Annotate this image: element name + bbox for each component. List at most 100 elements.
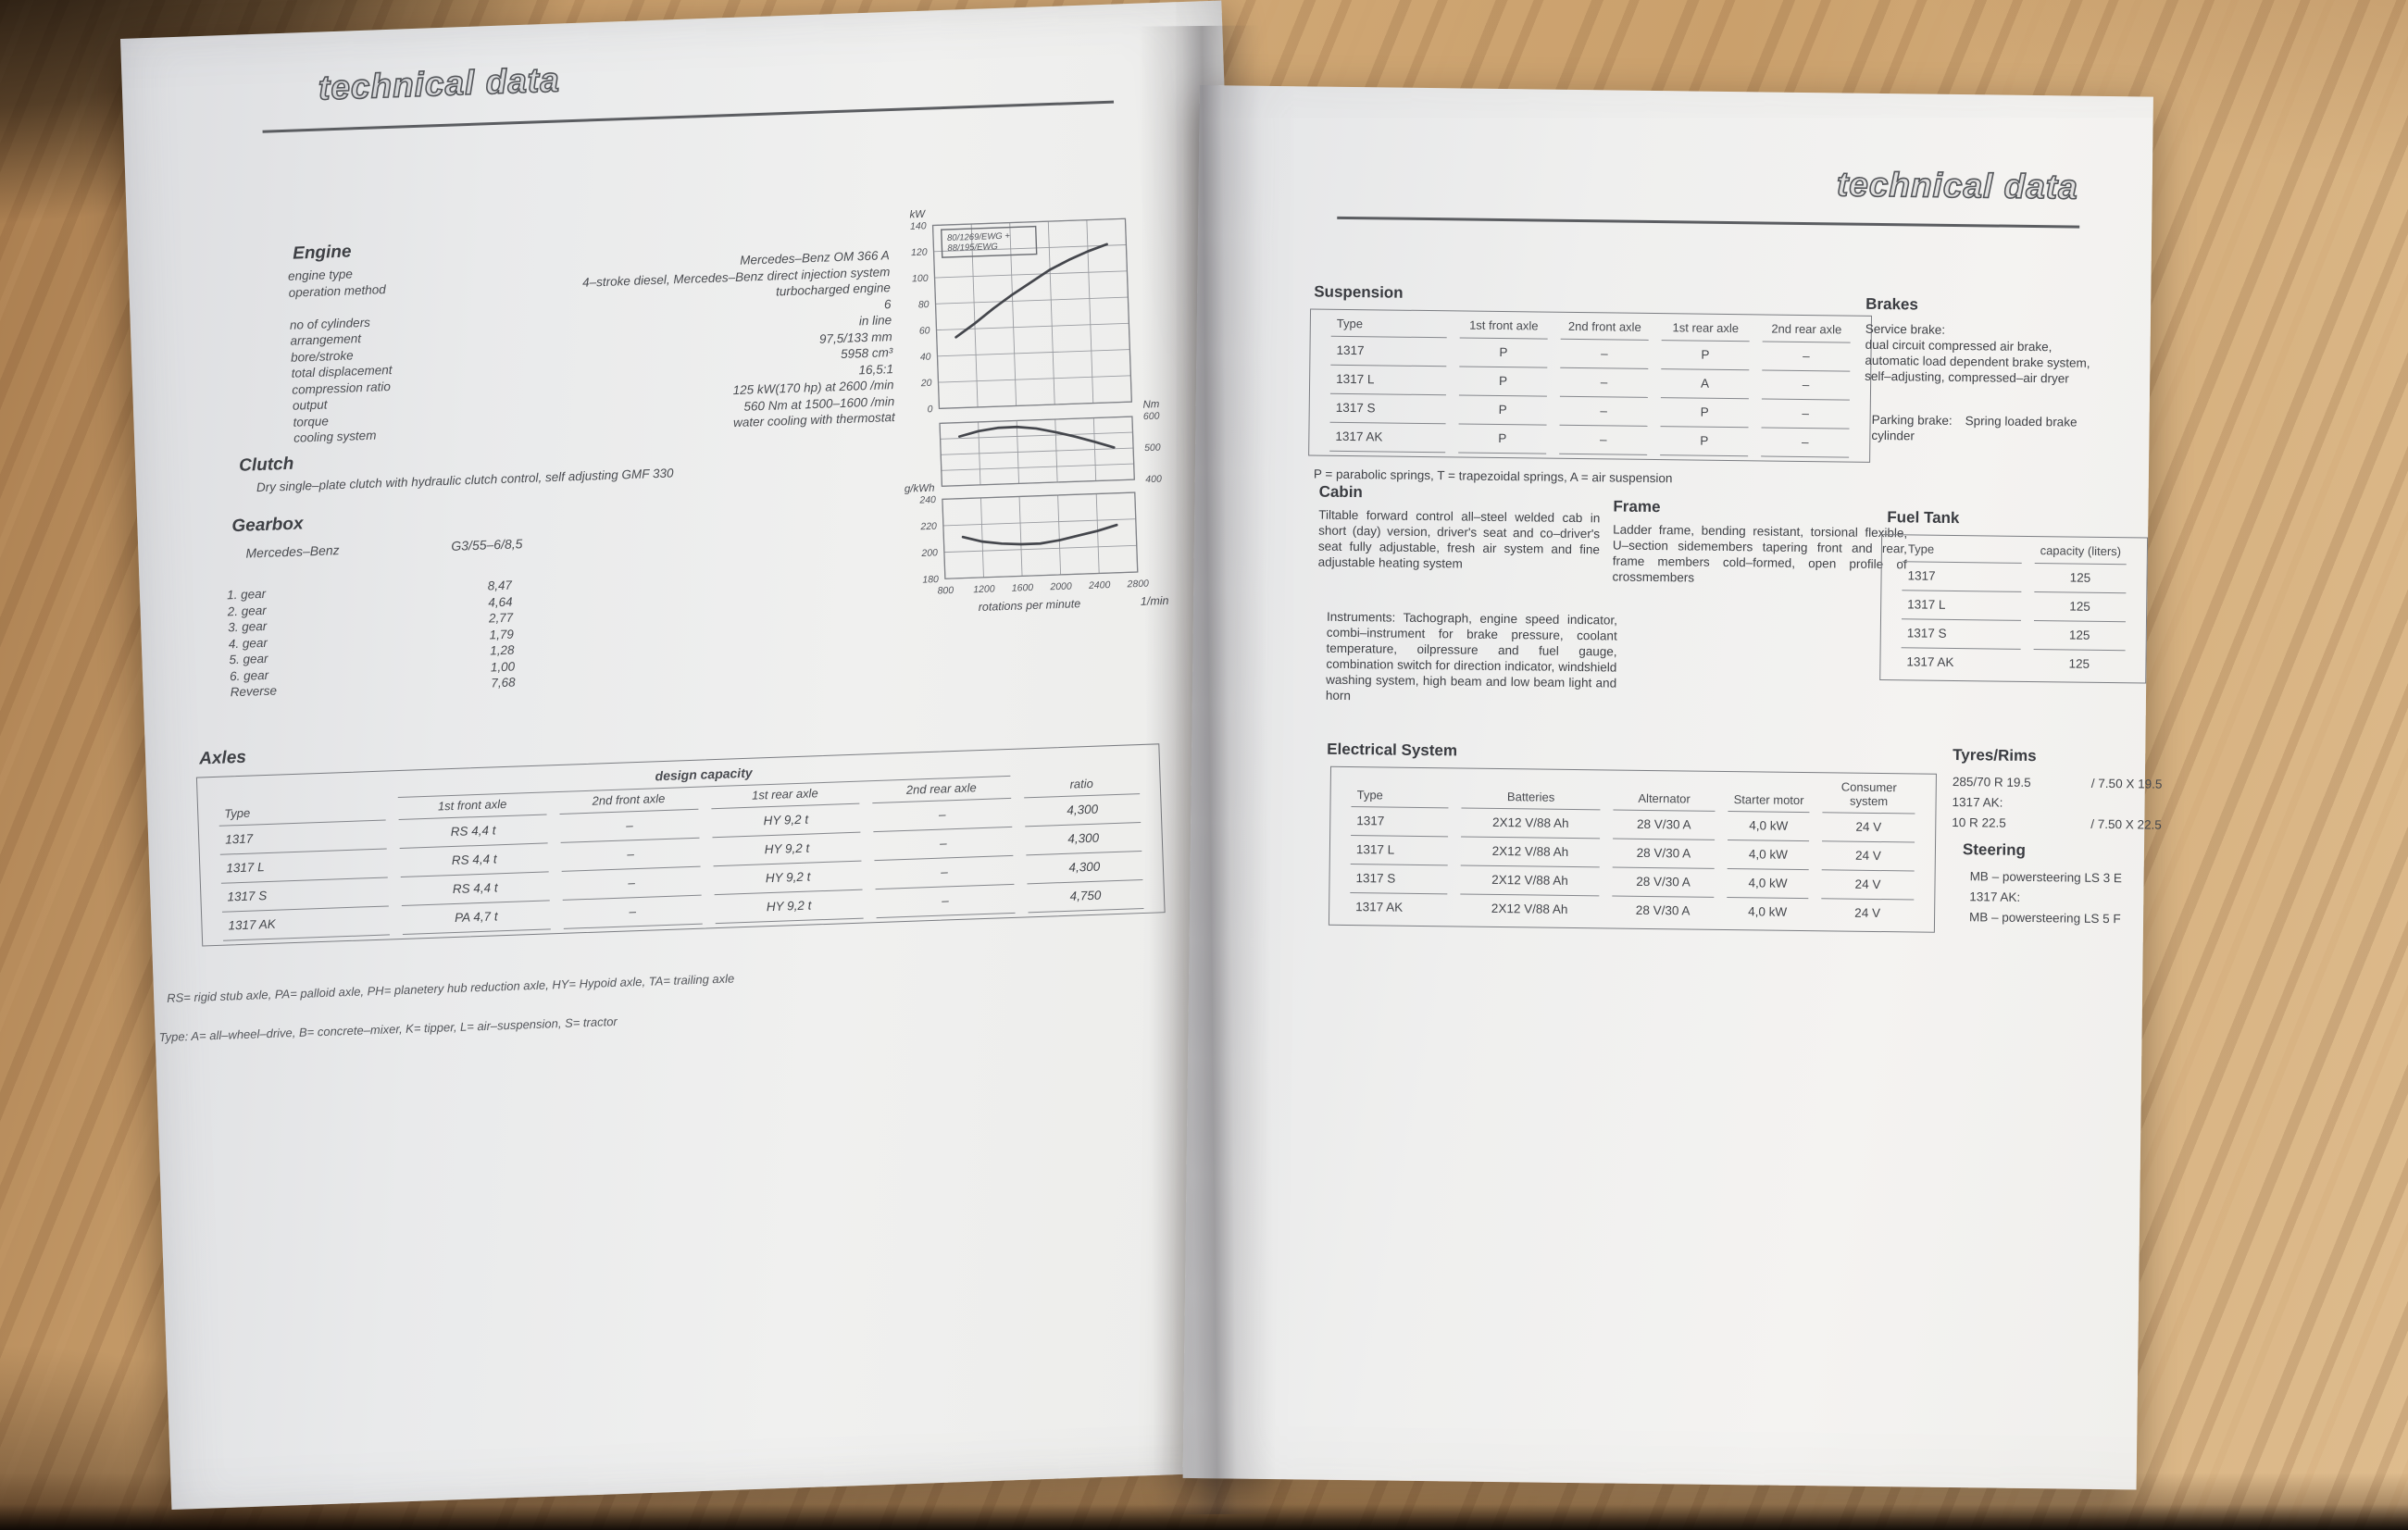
gear-ratio-table: 1. gear 8,47 2. gear 4,64 3. gear 2,77 4. gear…	[227, 574, 610, 701]
suspension-footnote: P = parabolic springs, T = trapezoidal s…	[1313, 466, 1673, 486]
brakes-parking-label: Parking brake:	[1871, 412, 1953, 428]
table-cell: P	[1458, 394, 1547, 426]
svg-text:220: 220	[919, 521, 937, 533]
table-cell: 4,300	[1026, 852, 1143, 885]
svg-text:Nm: Nm	[1142, 399, 1160, 411]
table-row: 1317 AK 125	[1901, 648, 2125, 678]
electrical-table-box: Type Batteries Alternator Starter motor Cons…	[1328, 765, 1937, 933]
table-header-cell: Type	[1330, 313, 1447, 338]
table-header-cell: Alternator	[1613, 774, 1716, 812]
table-header-cell: 2nd rear axle	[1762, 318, 1851, 343]
svg-text:1200: 1200	[973, 583, 995, 595]
fuel-tank-table: Type capacity (liters) 1317 125 1317 L 125 131…	[1888, 539, 2140, 678]
cabin-heading: Cabin	[1318, 482, 1363, 502]
brakes-service-text: dual circuit compressed air brake, autom…	[1865, 337, 2090, 386]
table-cell: –	[1560, 339, 1649, 369]
table-cell: 4,0 kW	[1727, 840, 1810, 871]
tyres-heading: Tyres/Rims	[1953, 745, 2037, 765]
table-cell: –	[1559, 367, 1649, 398]
table-row: 1317 S 125	[1901, 618, 2126, 651]
table-cell: 4,0 kW	[1728, 812, 1810, 842]
svg-text:0: 0	[927, 404, 932, 415]
clutch-text: Dry single–plate clutch with hydraulic c…	[256, 466, 674, 495]
table-cell: 1317	[1902, 561, 2022, 592]
table-header-cell: Type	[1902, 539, 2022, 564]
table-cell: 1317 AK	[1906, 653, 1954, 669]
table-cell: 28 V/30 A	[1612, 839, 1716, 869]
svg-text:180: 180	[922, 574, 939, 586]
table-header-cell: 2nd front axle	[1560, 316, 1649, 341]
svg-text:240: 240	[918, 494, 936, 506]
svg-text:80/1269/EWG +: 80/1269/EWG +	[947, 231, 1011, 243]
svg-text:600: 600	[1143, 411, 1160, 423]
left-page: technical data Engine engine type Mercede…	[120, 0, 1273, 1511]
type-codes-footnote: Type: A= all–wheel–drive, B= concrete–mi…	[158, 1014, 618, 1045]
table-cell: 2X12 V/88 Ah	[1460, 837, 1601, 868]
text-line: 1317 AK:	[1969, 889, 2021, 904]
brakes-parking-block: Parking brake: Spring loaded brake cylind…	[1871, 412, 2119, 446]
table-cell: 28 V/30 A	[1612, 867, 1715, 898]
axles-table: design capacity Type 1st front axle 2nd fro…	[205, 749, 1156, 942]
right-page: technical data Suspension Type 1st front …	[1182, 85, 2163, 1490]
table-cell: 2X12 V/88 Ah	[1460, 865, 1600, 897]
svg-text:120: 120	[911, 247, 928, 259]
table-cell: P	[1458, 423, 1547, 454]
svg-text:2800: 2800	[1126, 578, 1149, 591]
svg-text:1600: 1600	[1012, 582, 1034, 594]
table-cell: A	[1660, 368, 1750, 399]
table-cell: –	[875, 884, 1016, 919]
table-cell: 2X12 V/88 Ah	[1491, 901, 1568, 916]
table-cell: –	[1559, 396, 1648, 427]
page-title-left: technical data	[317, 60, 561, 108]
svg-text:kW: kW	[909, 209, 926, 221]
page-title-right: technical data	[1836, 165, 2079, 207]
table-cell: –	[1559, 425, 1648, 455]
text-line: MB – powersteering LS 5 F	[1968, 910, 2121, 927]
table-cell: 1317 L	[1902, 590, 2022, 621]
suspension-heading: Suspension	[1314, 282, 1404, 302]
fuel-tank-table-box: Type capacity (liters) 1317 125 1317 L 125 131…	[1879, 534, 2149, 684]
table-cell: 4,0 kW	[1727, 869, 1809, 900]
svg-text:800: 800	[937, 585, 954, 597]
table-cell: 24 V	[1822, 813, 1915, 843]
tyres-lines: 285/70 R 19.5/ 7.50 X 19.5 1317 AK: 10 R 2…	[1952, 772, 2162, 836]
table-cell: 1317 AK	[1329, 422, 1446, 453]
table-header-cell: Batteries	[1461, 772, 1601, 811]
table-row: 1317 L 125	[1902, 590, 2127, 622]
axle-codes-footnote: RS= rigid stub axle, PA= palloid axle, P…	[166, 971, 735, 1005]
text-line: 1317 AK:	[1952, 794, 2003, 810]
svg-text:500: 500	[1144, 442, 1161, 454]
table-row: 1317 AK P – P –	[1329, 422, 1850, 458]
svg-text:g/kWh: g/kWh	[905, 483, 935, 495]
table-cell: –	[1762, 341, 1851, 372]
table-cell: PA 4,7 t	[401, 901, 551, 935]
clutch-heading: Clutch	[238, 454, 294, 476]
frame-text: Ladder frame, bending resistant, torsion…	[1612, 522, 1908, 585]
table-cell: 4,0 kW	[1748, 904, 1788, 919]
table-cell: 125	[2068, 656, 2090, 671]
table-cell: 125	[2034, 563, 2127, 593]
table-cell: 125	[2033, 591, 2127, 622]
table-cell: –	[562, 895, 703, 929]
svg-text:40: 40	[920, 352, 931, 363]
table-row: 1317 125	[1902, 561, 2127, 593]
brakes-heading: Brakes	[1865, 294, 1918, 314]
steering-heading: Steering	[1962, 840, 2027, 859]
table-cell: 24 V	[1821, 870, 1915, 901]
table-cell: 1317	[1351, 807, 1449, 838]
table-cell: 1317 S	[1329, 393, 1446, 424]
axles-table-box: design capacity Type 1st front axle 2nd fro…	[195, 743, 1166, 947]
cabin-instruments-text: Instruments: Tachograph, engine speed in…	[1325, 609, 1618, 703]
svg-text:80: 80	[918, 299, 930, 310]
electrical-table: Type Batteries Alternator Starter motor Cons…	[1337, 771, 1928, 928]
table-cell: 2X12 V/88 Ah	[1461, 808, 1601, 840]
table-cell: P	[1661, 340, 1750, 370]
table-cell: 4,300	[1025, 823, 1142, 856]
svg-text:88/195/EWG: 88/195/EWG	[947, 242, 998, 254]
table-cell: P	[1458, 366, 1548, 397]
table-cell: P	[1459, 337, 1548, 368]
suspension-table: Type 1st front axle 2nd front axle 1st rear…	[1316, 313, 1864, 458]
table-header-cell: 1st rear axle	[1661, 317, 1750, 342]
